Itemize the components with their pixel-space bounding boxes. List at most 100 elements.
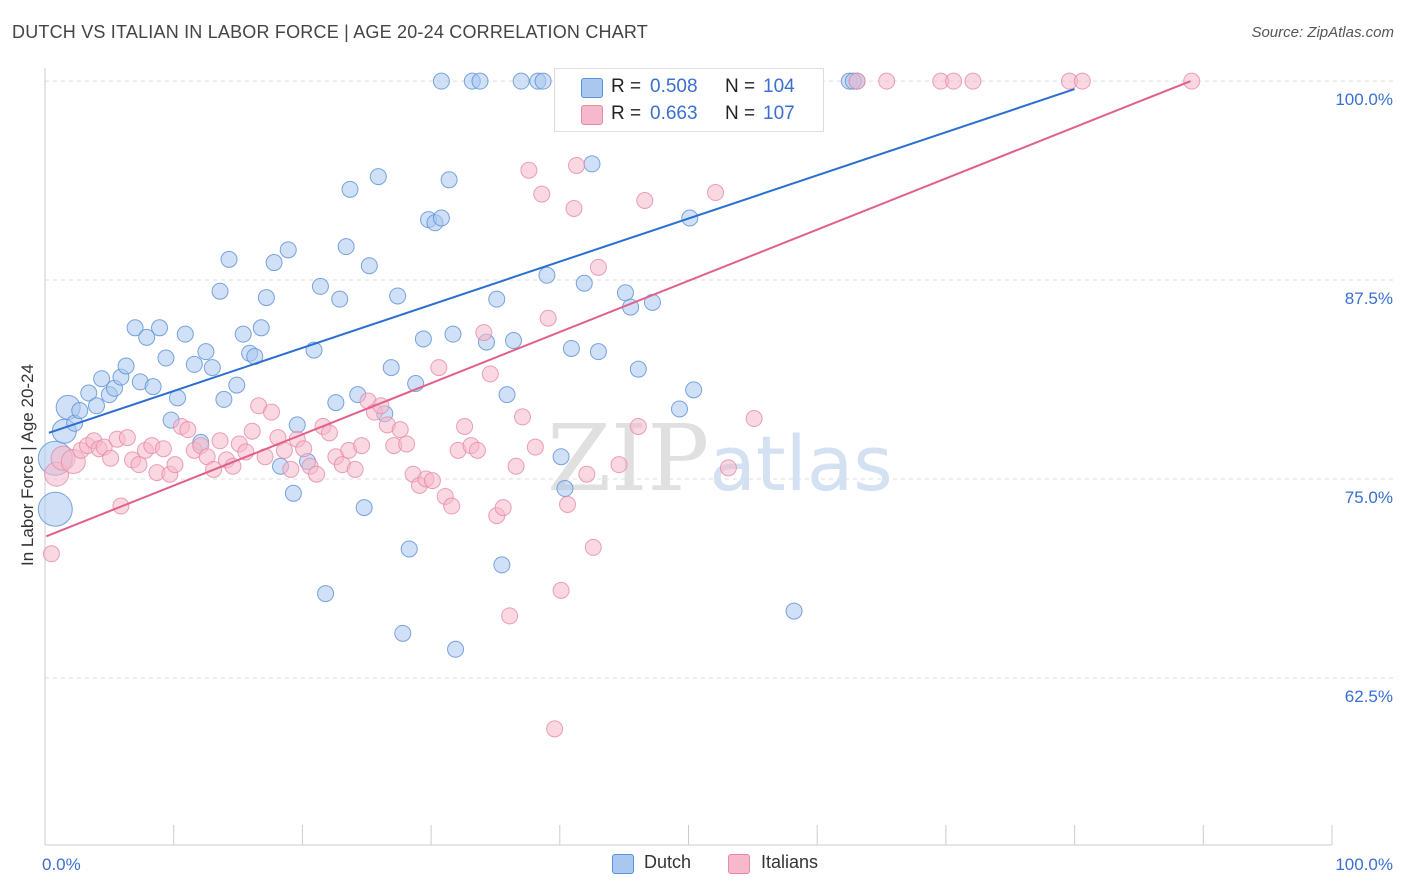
italians-point [568,156,586,174]
dutch-point [197,343,215,361]
dutch-point [575,274,593,292]
dutch-legend-swatch [612,854,634,874]
dutch-point [432,72,450,90]
italians-point [130,456,148,474]
tick-labels: 62.5% 75.0% 87.5% 100.0% 0.0% 100.0% [42,90,1393,874]
dutch-point [341,180,359,198]
dutch-trend-line [48,88,1075,434]
dutch-point [562,339,580,357]
dutch-point [327,394,345,412]
italians-point [282,460,300,478]
dutch-point [284,484,302,502]
dutch-point [432,209,450,227]
italians-point [520,161,538,179]
italians-point [430,359,448,377]
dutch-point [80,384,98,402]
italians-point [456,417,474,435]
dutch-point [117,357,135,375]
dutch-point [670,400,688,418]
italians-r-label: R = [611,103,642,124]
italians-point [513,408,531,426]
italians-point [295,440,313,458]
italians-point [578,465,596,483]
italians-point [154,440,172,458]
chart-source: Source: ZipAtlas.com [1251,24,1394,41]
italians-n-label: N = [725,103,756,124]
italians-legend-label: Italians [761,852,819,872]
italians-point [243,422,261,440]
italians-point [179,421,197,439]
dutch-r-label: R = [611,76,642,97]
dutch-point [414,330,432,348]
legend-row-dutch: R = 0.508 N = 104 [555,75,823,101]
y-tick-label: 62.5% [1345,687,1393,706]
watermark: ZIPatlas [547,405,893,512]
y-tick-label: 87.5% [1345,289,1393,308]
italians-point [42,545,60,563]
italians-point [878,72,896,90]
italians-point [102,449,120,467]
dutch-points [37,72,866,658]
dutch-swatch [581,78,603,98]
dutch-point [185,355,203,373]
italians-point [468,441,486,459]
italians-point [546,720,564,738]
dutch-point [71,402,89,420]
dutch-point [440,171,458,189]
chart-title: DUTCH VS ITALIAN IN LABOR FORCE | AGE 20… [12,22,649,42]
dutch-point [447,640,465,658]
italians-point [118,429,136,447]
dutch-point [279,241,297,259]
dutch-point [176,325,194,343]
trend-lines [45,80,1191,538]
dutch-point [369,168,387,186]
italians-point [610,456,628,474]
correlation-legend: R = 0.508 N = 104 R = 0.663 N = 107 [554,68,824,132]
italians-swatch [581,105,603,125]
italians-point [398,435,416,453]
italians-point [589,258,607,276]
italians-points [42,72,1201,738]
dutch-point [317,585,335,603]
italians-point [964,72,982,90]
dutch-point [211,282,229,300]
italians-point [533,185,551,203]
dutch-point [252,319,270,337]
dutch-point [493,556,511,574]
dutch-point [360,257,378,275]
italians-trend-line [45,80,1191,538]
italians-point [481,365,499,383]
italians-point [584,538,602,556]
italians-point [745,410,763,428]
legend-row-italians: R = 0.663 N = 107 [555,102,823,128]
dutch-point [265,254,283,272]
italians-point [166,456,184,474]
y-tick-label: 100.0% [1335,90,1393,109]
dutch-point [538,266,556,284]
dutch-legend-label: Dutch [644,852,692,872]
dutch-point [234,325,252,343]
grid-lines [45,80,1394,679]
italians-point [565,199,583,217]
dutch-point [382,359,400,377]
italians-point [629,417,647,435]
dutch-point [126,319,144,337]
dutch-point [331,290,349,308]
italians-point [719,459,737,477]
dutch-point [616,284,634,302]
dutch-point [685,381,703,399]
dutch-point [228,376,246,394]
italians-point [552,581,570,599]
dutch-point [355,499,373,517]
dutch-point [444,325,462,343]
dutch-point [583,155,601,173]
italians-point [211,432,229,450]
italians-point [848,72,866,90]
italians-point [475,324,493,342]
italians-point [494,499,512,517]
italians-point [263,403,281,421]
dutch-point [138,328,156,346]
dutch-point [488,290,506,308]
dutch-n-label: N = [725,76,756,97]
watermark-atlas: atlas [709,419,893,508]
